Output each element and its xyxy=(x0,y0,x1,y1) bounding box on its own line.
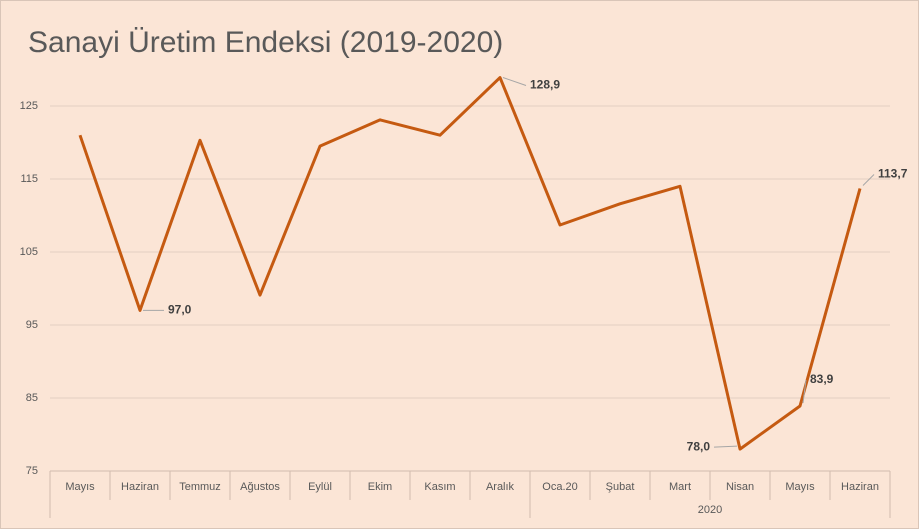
x-tick-label: Nisan xyxy=(726,481,754,493)
leader-line xyxy=(862,174,875,186)
x-tick-label: Mart xyxy=(669,481,691,493)
x-tick-label: Şubat xyxy=(606,481,635,493)
y-tick-label: 85 xyxy=(26,392,38,404)
data-label: 78,0 xyxy=(687,439,711,453)
category-group-label: 2020 xyxy=(698,504,722,516)
y-tick-label: 115 xyxy=(20,173,38,185)
x-tick-label: Haziran xyxy=(121,481,159,493)
x-tick-label: Eylül xyxy=(308,481,332,493)
data-label: 113,7 xyxy=(878,167,908,181)
data-label: 83,9 xyxy=(810,372,834,386)
x-tick-label: Kasım xyxy=(424,481,455,493)
x-tick-label: Oca.20 xyxy=(542,481,577,493)
y-tick-label: 125 xyxy=(20,100,38,112)
y-tick-label: 95 xyxy=(26,319,38,331)
x-tick-label: Ağustos xyxy=(240,481,280,493)
x-tick-label: Mayıs xyxy=(785,481,815,493)
x-tick-label: Aralık xyxy=(486,481,515,493)
x-tick-label: Haziran xyxy=(841,481,879,493)
x-tick-label: Temmuz xyxy=(179,481,221,493)
leader-line xyxy=(802,379,807,404)
data-label: 97,0 xyxy=(168,303,192,317)
y-tick-label: 75 xyxy=(26,465,38,477)
x-tick-label: Mayıs xyxy=(65,481,95,493)
x-tick-label: Ekim xyxy=(368,481,392,493)
y-tick-label: 105 xyxy=(20,246,38,258)
leader-line xyxy=(713,445,738,448)
leader-line xyxy=(502,77,527,87)
series-line xyxy=(78,76,862,451)
chart-title: Sanayi Üretim Endeksi (2019-2020) xyxy=(28,26,503,59)
data-label: 128,9 xyxy=(530,78,560,92)
